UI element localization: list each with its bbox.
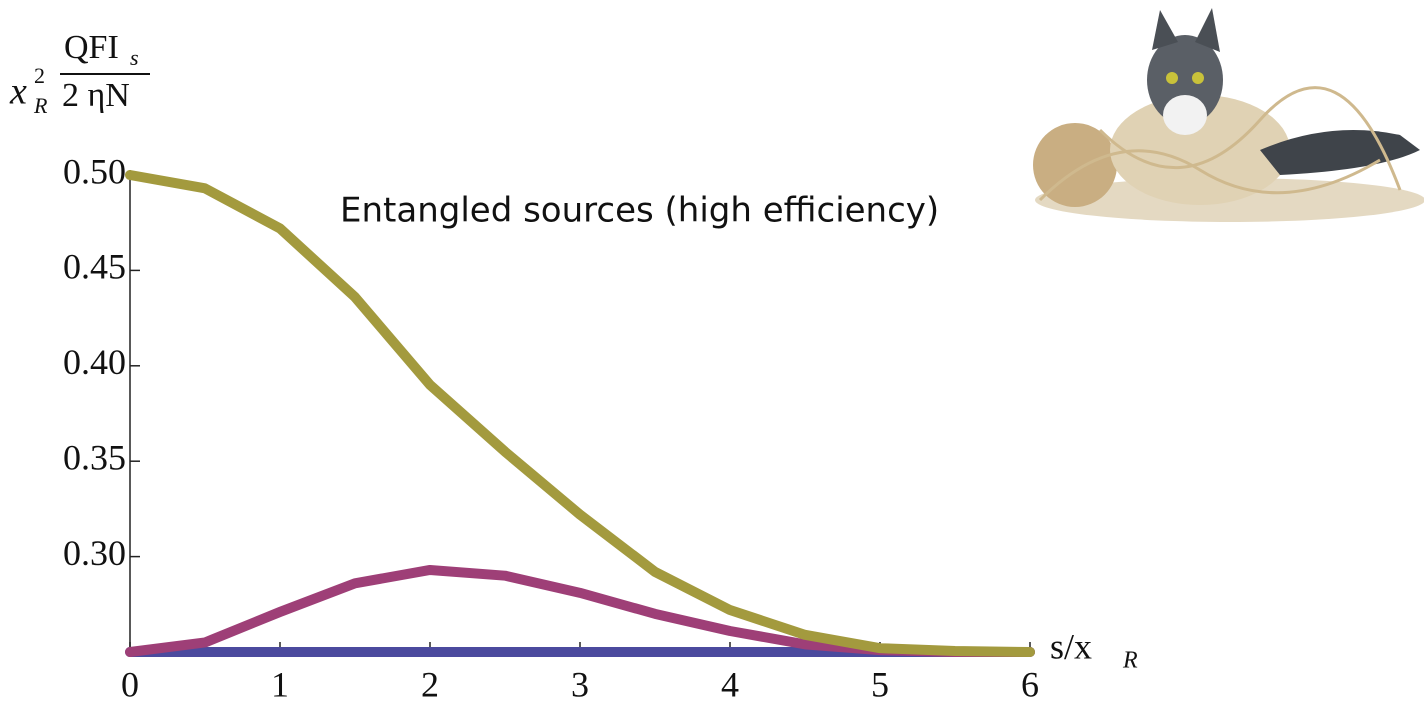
y-tick-label: 0.40: [63, 342, 126, 382]
x-tick-label: 2: [421, 664, 439, 704]
series-line: [125, 170, 1035, 657]
y-label-numerator-sub: s: [130, 45, 139, 70]
x-tick-label: 1: [271, 664, 289, 704]
x-tick-label: 5: [871, 664, 889, 704]
y-tick-label: 0.35: [63, 437, 126, 477]
y-label-sup: 2: [34, 63, 45, 88]
y-tick-label: 0.30: [63, 533, 126, 573]
x-tick-label: 4: [721, 664, 739, 704]
y-label-base: x: [9, 71, 27, 113]
x-axis-label-sub: R: [1122, 648, 1138, 674]
series-line: [125, 564, 1035, 657]
y-label-denominator: 2 ηN: [62, 77, 130, 114]
y-label-sub: R: [33, 93, 48, 118]
y-tick-label: 0.50: [63, 151, 126, 191]
annotation: Entangled sources (high efficiency): [340, 191, 939, 231]
x-tick-label: 6: [1021, 664, 1039, 704]
y-label-numerator: QFI: [64, 29, 119, 66]
x-axis-label: s/x: [1050, 626, 1092, 666]
x-tick-label: 0: [121, 664, 139, 704]
cat-photo: [1028, 0, 1424, 224]
y-tick-label: 0.45: [63, 247, 126, 287]
x-tick-label: 3: [571, 664, 589, 704]
